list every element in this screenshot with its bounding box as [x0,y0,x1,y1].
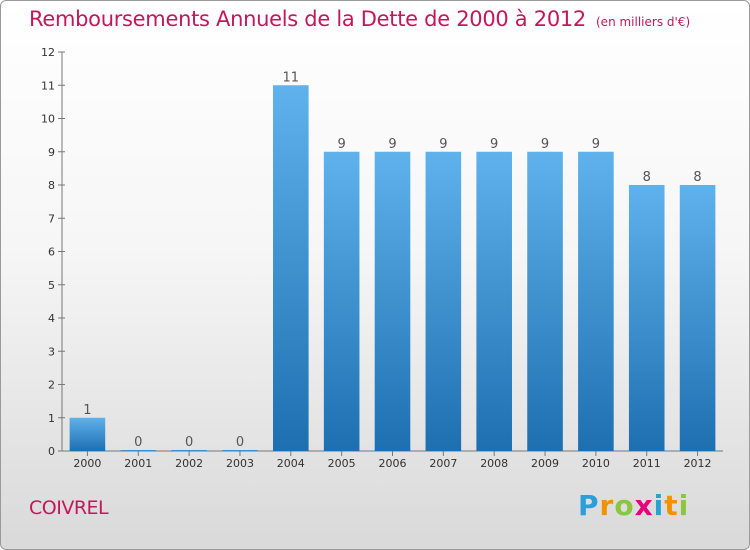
y-tick-label: 4 [48,312,55,325]
logo-letter: r [599,489,615,522]
data-label: 9 [439,137,447,152]
logo-letter: i [678,489,690,522]
x-tick-label: 2012 [684,457,712,470]
data-label: 1 [83,403,91,418]
data-label: 9 [388,137,396,152]
chart-title: Remboursements Annuels de la Dette de 20… [29,7,690,31]
data-label: 9 [338,137,346,152]
x-tick-label: 2011 [633,457,661,470]
bar [476,151,512,451]
chart-title-text: Remboursements Annuels de la Dette de 20… [29,7,586,31]
x-tick-label: 2001 [124,457,152,470]
data-label: 0 [134,435,142,450]
x-tick-label: 2000 [73,457,101,470]
logo-letter: P [578,489,600,522]
x-tick-label: 2004 [277,457,305,470]
bar [628,185,665,451]
data-label: 11 [283,70,300,85]
y-tick-label: 6 [48,246,55,259]
y-tick-label: 5 [48,279,55,292]
x-tick-label: 2006 [379,457,407,470]
bar [374,151,411,451]
data-label: 9 [490,137,498,152]
bar [425,151,462,451]
y-tick-label: 10 [41,113,55,126]
y-tick-label: 12 [41,46,55,59]
bar [69,417,106,451]
x-tick-label: 2002 [175,457,203,470]
y-tick-label: 1 [48,412,55,425]
data-label: 9 [592,137,600,152]
x-tick-label: 2007 [429,457,457,470]
bar [323,151,360,451]
bar [273,85,309,451]
y-tick-label: 8 [48,179,55,192]
bar [120,450,157,451]
bar [171,450,207,451]
commune-name: COIVREL [29,497,109,519]
y-tick-label: 0 [48,445,55,458]
proxiti-logo: Proxiti [578,489,689,522]
chart-value-labels: 1 0 0 0 11 9 9 9 9 9 9 8 8 [83,70,701,450]
logo-letter: i [653,489,665,522]
bar [679,185,716,451]
x-tick-label: 2003 [226,457,254,470]
chart-bars [69,85,716,451]
x-tick-label: 2010 [582,457,610,470]
y-tick-label: 11 [41,79,55,92]
logo-letter: t [664,489,679,522]
y-tick-label: 9 [48,146,55,159]
data-label: 0 [236,435,244,450]
bar [222,450,258,451]
data-label: 0 [185,435,193,450]
x-tick-label: 2005 [328,457,356,470]
data-label: 9 [541,137,549,152]
chart-subtitle: (en milliers d'€) [596,15,691,29]
x-tick-label: 2009 [531,457,559,470]
data-label: 8 [643,170,651,185]
bar [527,151,563,451]
y-tick-label: 7 [48,212,55,225]
logo-letter: x [634,489,654,522]
data-label: 8 [693,170,701,185]
y-tick-label: 3 [48,345,55,358]
logo-letter: o [614,489,635,522]
y-tick-label: 2 [48,379,55,392]
bar [578,151,614,451]
x-tick-label: 2008 [480,457,508,470]
